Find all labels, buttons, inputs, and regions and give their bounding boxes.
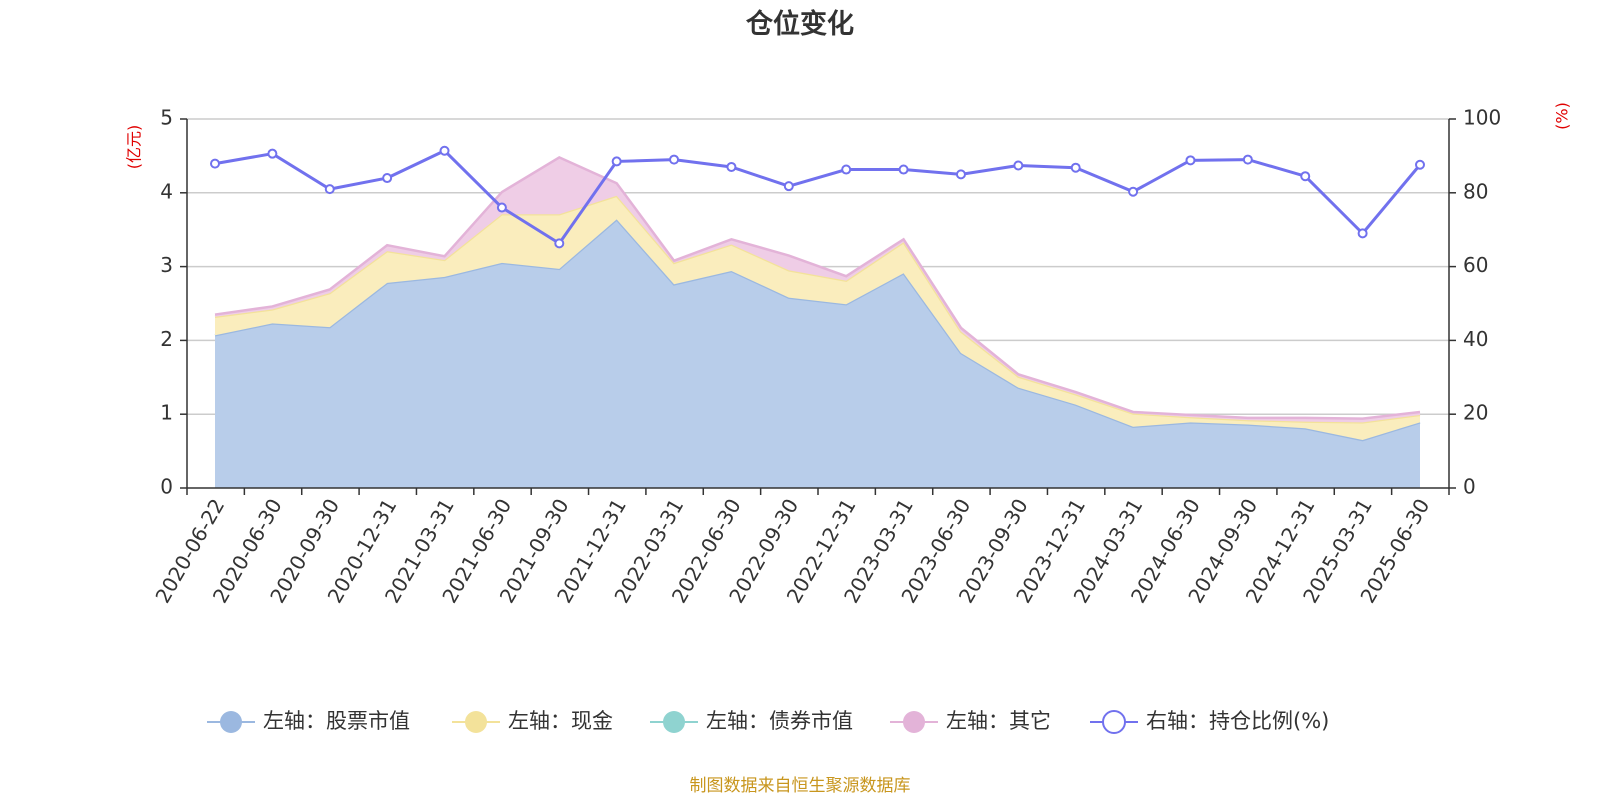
legend-label: 左轴：股票市值 bbox=[263, 709, 410, 733]
legend-item[interactable]: 左轴：债券市值 bbox=[650, 709, 853, 733]
ratio-point[interactable] bbox=[898, 164, 909, 175]
position-ratio-line bbox=[210, 145, 1425, 249]
legend-label: 右轴：持仓比例(%) bbox=[1146, 709, 1329, 733]
ratio-point[interactable] bbox=[669, 154, 680, 165]
ratio-point[interactable] bbox=[554, 238, 565, 249]
ratio-point[interactable] bbox=[324, 184, 335, 195]
ratio-point[interactable] bbox=[841, 164, 852, 175]
left-axis-tick-label: 1 bbox=[160, 401, 173, 425]
legend-label: 左轴：现金 bbox=[508, 709, 613, 733]
right-axis-tick-label: 100 bbox=[1463, 106, 1501, 130]
legend-label: 左轴：其它 bbox=[946, 709, 1051, 733]
legend[interactable]: 左轴：股票市值 左轴：现金 左轴：债券市值 左轴：其它 右轴：持仓比例(%) bbox=[207, 709, 1329, 734]
legend-circle-marker bbox=[1102, 710, 1126, 734]
right-axis-tick-label: 0 bbox=[1463, 475, 1476, 499]
ratio-point[interactable] bbox=[496, 202, 507, 213]
ratio-point[interactable] bbox=[726, 161, 737, 172]
ratio-point[interactable] bbox=[1300, 171, 1311, 182]
legend-label: 左轴：债券市值 bbox=[706, 709, 853, 733]
right-axis-tick-label: 40 bbox=[1463, 327, 1488, 351]
ratio-point[interactable] bbox=[439, 145, 450, 156]
ratio-point[interactable] bbox=[1185, 155, 1196, 166]
area-edge-line bbox=[214, 155, 1421, 420]
legend-circle-marker bbox=[220, 711, 242, 733]
legend-item[interactable]: 左轴：其它 bbox=[890, 709, 1051, 733]
left-axis-unit: (亿元) bbox=[125, 125, 144, 170]
ratio-point[interactable] bbox=[1070, 162, 1081, 173]
right-axis-tick-label: 80 bbox=[1463, 179, 1488, 203]
legend-circle-marker bbox=[903, 711, 925, 733]
ratio-point[interactable] bbox=[1415, 159, 1425, 170]
ratio-point[interactable] bbox=[1013, 160, 1024, 171]
legend-item[interactable]: 左轴：现金 bbox=[452, 709, 613, 733]
left-axis-tick-label: 2 bbox=[160, 327, 173, 351]
left-axis-tick-label: 3 bbox=[160, 253, 173, 277]
left-axis-tick-label: 4 bbox=[160, 179, 173, 203]
area-fill bbox=[215, 219, 1420, 489]
data-source-note: 制图数据来自恒生聚源数据库 bbox=[690, 776, 911, 796]
ratio-point[interactable] bbox=[382, 173, 393, 184]
ratio-point[interactable] bbox=[783, 181, 794, 192]
ratio-point[interactable] bbox=[210, 158, 220, 169]
ratio-point[interactable] bbox=[1128, 186, 1139, 197]
area-fill bbox=[215, 195, 1420, 441]
chart-title: 仓位变化 bbox=[745, 8, 854, 40]
legend-item[interactable]: 右轴：持仓比例(%) bbox=[1090, 709, 1329, 734]
ratio-point[interactable] bbox=[267, 148, 278, 159]
stacked-areas bbox=[214, 155, 1421, 489]
left-axis-tick-label: 5 bbox=[160, 106, 173, 130]
ratio-line-path bbox=[214, 148, 1422, 246]
ratio-point[interactable] bbox=[1242, 154, 1253, 165]
ratio-point[interactable] bbox=[955, 169, 966, 180]
legend-circle-marker bbox=[465, 711, 487, 733]
left-axis-tick-label: 0 bbox=[160, 475, 173, 499]
legend-item[interactable]: 左轴：股票市值 bbox=[207, 709, 410, 733]
legend-circle-marker bbox=[663, 711, 685, 733]
right-axis-tick-label: 20 bbox=[1463, 401, 1488, 425]
right-axis-tick-label: 60 bbox=[1463, 253, 1488, 277]
right-axis-unit: (%) bbox=[1553, 102, 1572, 130]
ratio-point[interactable] bbox=[1357, 228, 1368, 239]
ratio-point[interactable] bbox=[611, 156, 622, 167]
